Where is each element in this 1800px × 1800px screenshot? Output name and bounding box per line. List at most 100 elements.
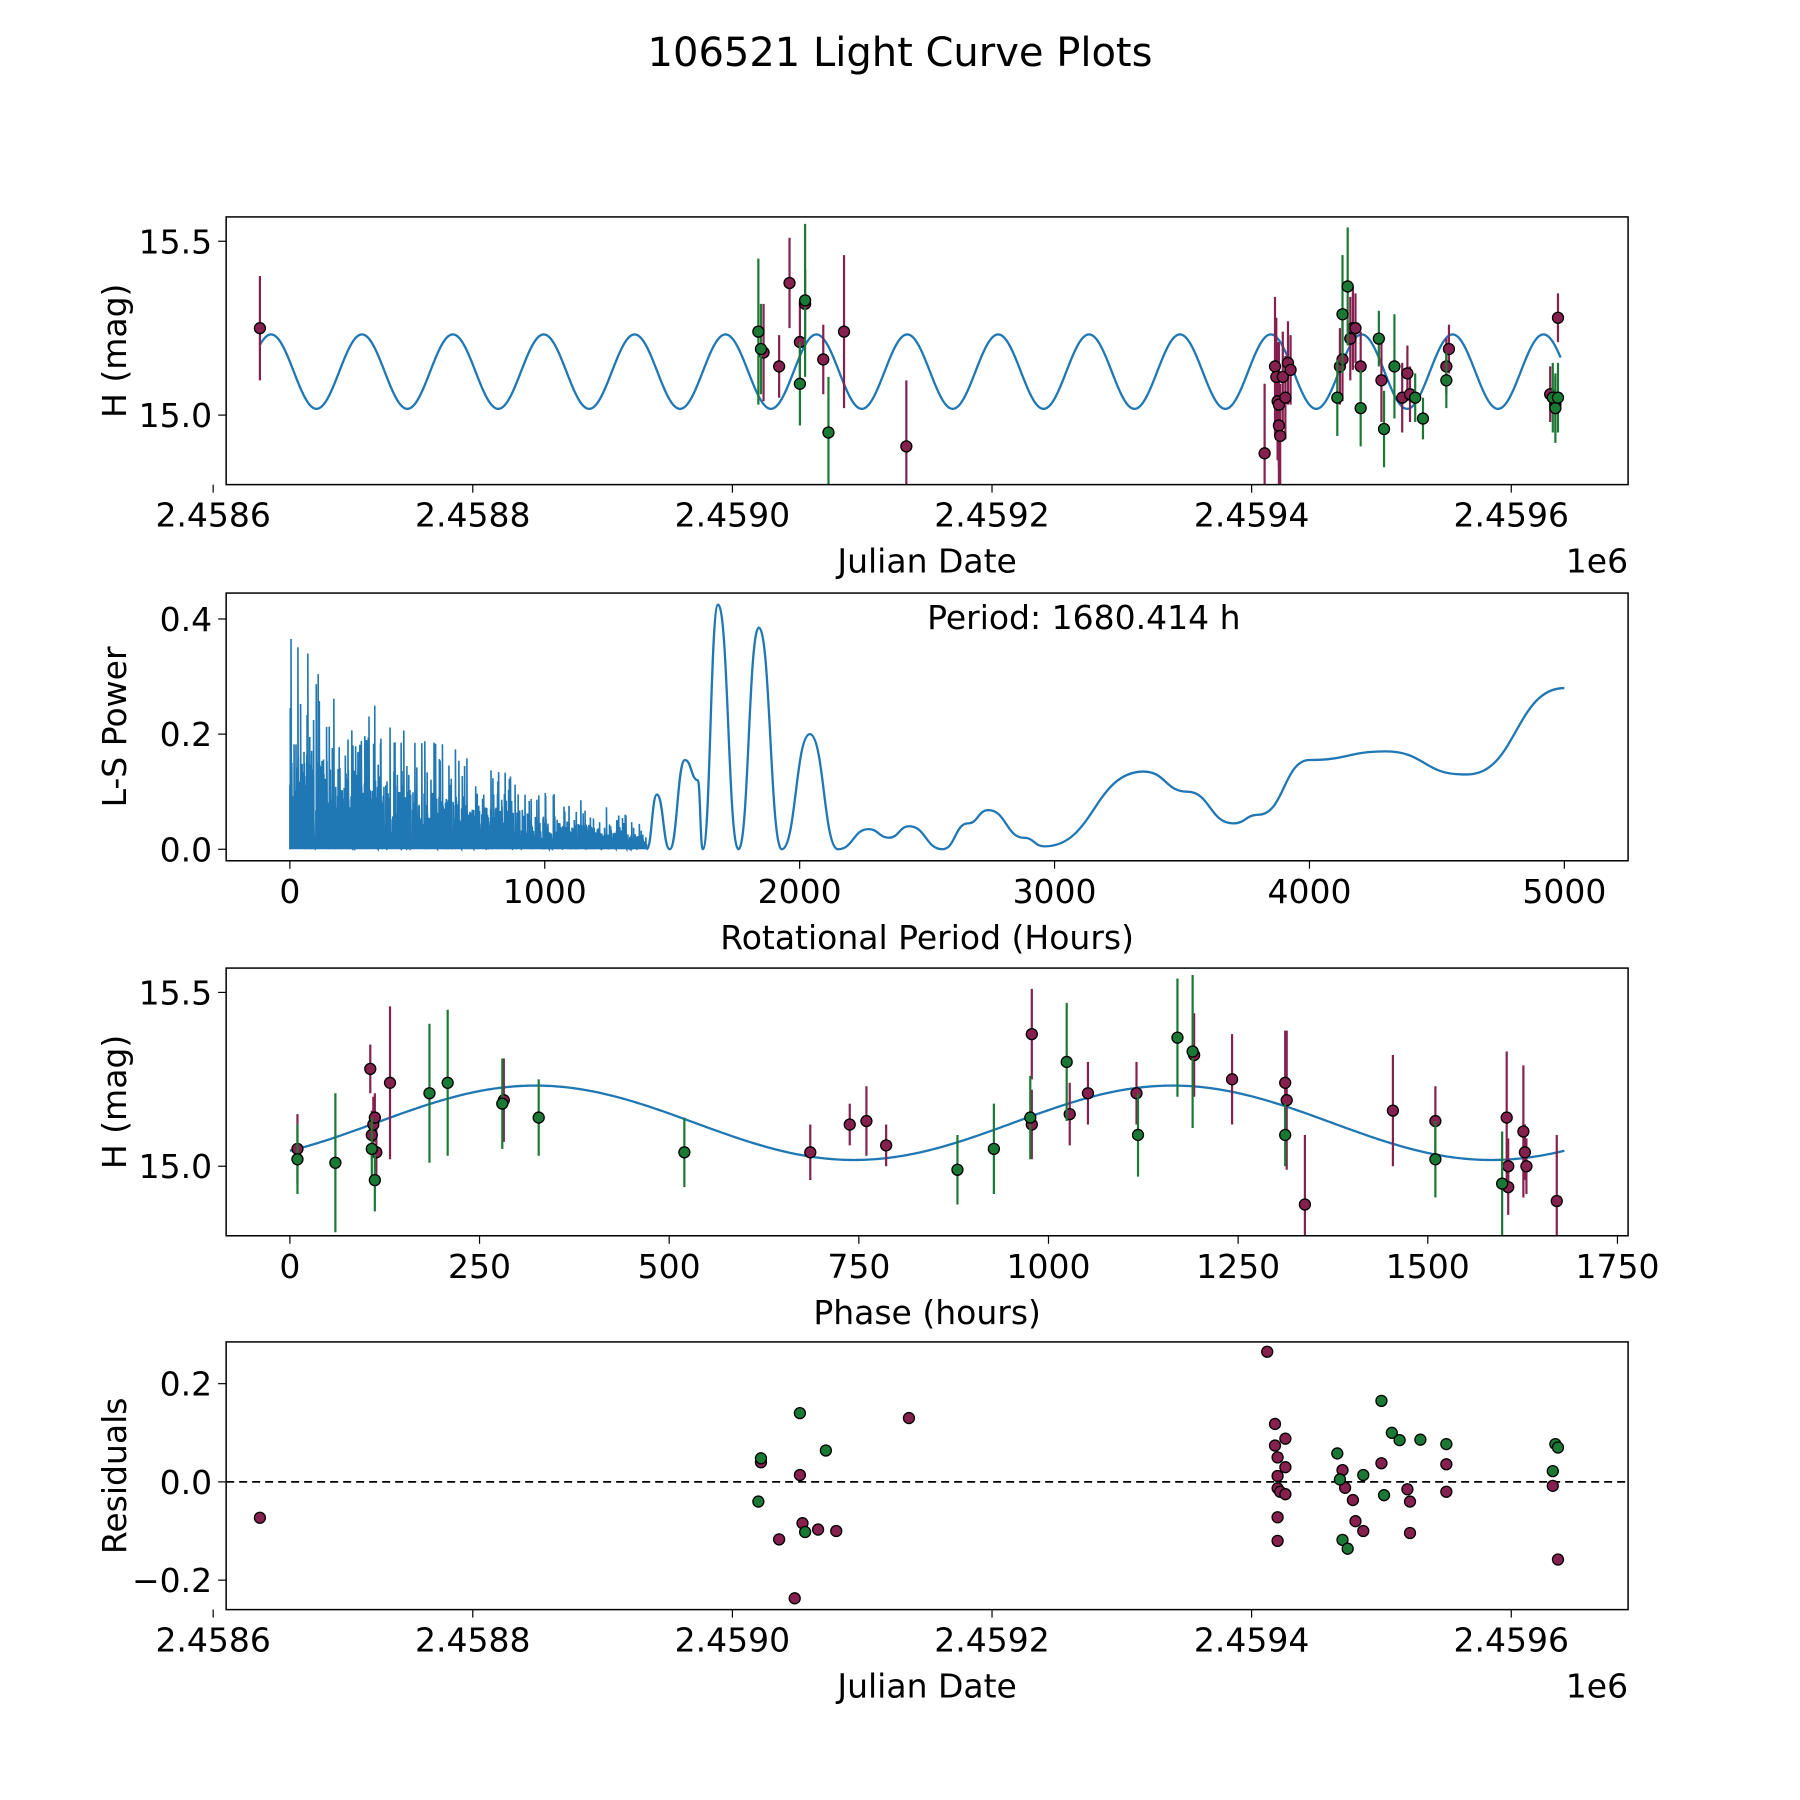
data-point-series_a	[1375, 374, 1388, 387]
plot-area	[289, 603, 1565, 853]
data-point-series_b	[1495, 1177, 1509, 1190]
data-point-series_a	[364, 1062, 377, 1076]
figure-title: 106521 Light Curve Plots	[648, 30, 1153, 76]
y-tick-label: 0.2	[160, 1365, 212, 1404]
data-point-series_a	[1349, 322, 1362, 335]
data-point-series_a	[253, 322, 267, 335]
data-point-series_a	[880, 1139, 893, 1152]
data-point-series_a	[811, 1523, 825, 1536]
data-point-series_a	[837, 325, 851, 338]
data-point-series_a	[1344, 332, 1357, 345]
data-point-series_a	[383, 1076, 397, 1089]
data-point-series_a	[1386, 1104, 1400, 1117]
data-point-series_b	[793, 377, 807, 390]
data-point-series_b	[1279, 1128, 1292, 1142]
data-point-series_b	[754, 342, 768, 356]
panel-periodogram: 0 1000 2000 3000 4000 5000 0.0 0.2 0.4 Rotational…	[95, 592, 1629, 957]
data-point-series_a	[1279, 1488, 1292, 1501]
data-point-series_a	[1274, 429, 1287, 443]
data-point-series_b	[1429, 1153, 1442, 1166]
x-axis-label: Julian Date	[835, 542, 1017, 581]
x-tick-label: 1750	[1575, 1247, 1659, 1286]
period-annotation: Period: 1680.414 h	[927, 598, 1240, 637]
data-point-series_a	[1349, 1515, 1362, 1528]
axes-frame	[225, 967, 1629, 1237]
data-point-series_a	[1551, 311, 1565, 324]
data-point-series_a	[1403, 1495, 1417, 1508]
x-tick-label: 250	[448, 1247, 511, 1286]
data-point-series_b	[1393, 1434, 1406, 1447]
axes-frame	[225, 592, 1629, 862]
data-point-series_b	[532, 1111, 545, 1124]
data-point-series_b	[368, 1173, 381, 1187]
data-point-series_a	[1271, 1469, 1284, 1483]
data-point-series_a	[817, 353, 830, 366]
data-point-series_a	[1298, 1198, 1312, 1211]
y-tick-label: 15.5	[139, 973, 212, 1012]
data-point-series_a	[1276, 370, 1289, 383]
data-point-series_a	[843, 1118, 856, 1131]
data-point-series_a	[1081, 1087, 1095, 1100]
x-tick-label: 4000	[1267, 872, 1351, 911]
x-tick-label: 2.4588	[415, 1621, 530, 1660]
data-point-series_a	[1279, 1432, 1292, 1445]
axes-frame	[225, 1341, 1629, 1611]
x-tick-label: 2.4590	[675, 496, 790, 535]
x-tick-label: 1500	[1386, 1247, 1470, 1286]
data-point-series_b	[1336, 1533, 1349, 1547]
data-point-series_a	[253, 1511, 267, 1524]
y-tick-label: 0.0	[160, 1463, 212, 1502]
x-tick-label: 500	[638, 1247, 701, 1286]
data-point-series_b	[822, 426, 835, 439]
x-tick-label: 2000	[758, 872, 842, 911]
y-axis-label: Residuals	[95, 1397, 134, 1554]
data-point-series_a	[1025, 1027, 1038, 1041]
data-point-series_b	[1372, 332, 1385, 345]
plot-area	[289, 975, 1565, 1236]
data-point-series_a	[1440, 1485, 1453, 1498]
data-point-series_b	[1131, 1128, 1145, 1142]
data-point-series_a	[788, 1592, 801, 1605]
data-point-series_b	[1331, 391, 1344, 404]
data-point-series_b	[987, 1142, 1001, 1156]
data-point-series_a	[1280, 1094, 1293, 1107]
data-point-series_b	[752, 325, 765, 338]
data-point-series_b	[1333, 1473, 1347, 1486]
x-offset-label: 1e6	[1566, 542, 1628, 581]
data-point-series_a	[830, 1524, 843, 1538]
data-point-series_a	[1284, 363, 1297, 377]
data-point-series_a	[860, 1114, 873, 1128]
data-point-series_b	[1171, 1031, 1184, 1044]
data-point-series_a	[1500, 1111, 1513, 1124]
periodogram-curve	[645, 603, 1565, 851]
periodogram-noise	[289, 638, 648, 853]
data-point-series_b	[1336, 308, 1349, 321]
x-tick-label: 5000	[1522, 872, 1606, 911]
data-point-series_a	[1346, 1493, 1360, 1507]
data-point-series_a	[902, 1411, 916, 1425]
data-point-series_b	[754, 1452, 768, 1465]
data-point-series_b	[1377, 1489, 1391, 1502]
data-point-series_a	[1401, 1483, 1414, 1496]
model-curve	[289, 1084, 1565, 1162]
panel-lightcurve: 2.4586 2.4588 2.4590 2.4592 2.4594 2.4596 15.0…	[95, 216, 1629, 581]
data-point-series_a	[772, 360, 786, 373]
data-point-series_b	[1551, 391, 1565, 404]
data-point-series_a	[1268, 1417, 1282, 1431]
data-point-series_b	[798, 1525, 812, 1539]
data-point-series_b	[1416, 412, 1430, 425]
y-tick-label: 0.4	[160, 600, 212, 639]
y-axis-label: H (mag)	[95, 284, 134, 418]
data-point-series_a	[1550, 1194, 1563, 1208]
data-point-series_a	[1271, 1511, 1284, 1524]
data-point-series_b	[819, 1444, 833, 1457]
y-tick-label: 15.0	[139, 396, 212, 435]
axes-frame	[225, 216, 1629, 486]
data-point-series_b	[1060, 1055, 1073, 1069]
data-point-series_a	[1403, 1526, 1417, 1540]
data-point-series_a	[1517, 1125, 1530, 1138]
x-tick-label: 2.4586	[155, 496, 270, 535]
plot-area	[226, 1345, 1629, 1605]
data-point-series_b	[1375, 1394, 1388, 1408]
